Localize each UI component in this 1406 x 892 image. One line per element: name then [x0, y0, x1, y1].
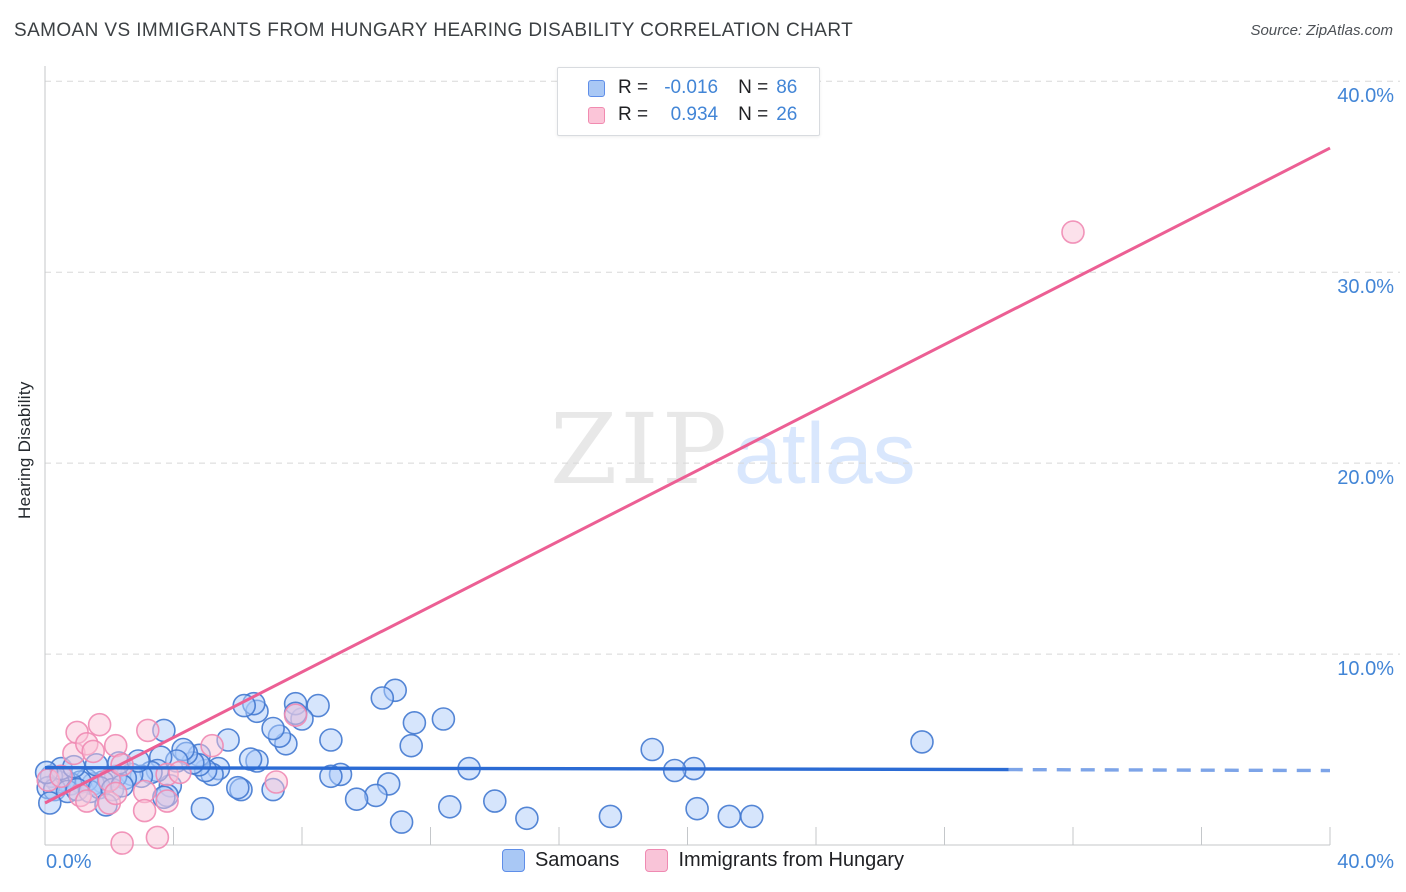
r-label: R = — [618, 104, 649, 125]
scatter-point-samoan — [389, 810, 414, 834]
scatter-point-hungary — [75, 789, 99, 813]
scatter-point-hungary — [81, 739, 105, 764]
scatter-point-hungary — [264, 770, 289, 794]
scatter-point-samoan — [319, 728, 343, 752]
scatter-point-hungary — [155, 789, 179, 813]
samoans-legend-swatch-icon — [501, 849, 525, 872]
trendline-samoans — [44, 765, 1009, 772]
x-axis-max-label: 40.0% — [1337, 851, 1394, 873]
samoans-swatch-icon — [588, 79, 605, 97]
scatter-point-samoan — [319, 764, 343, 789]
n-label: N = — [738, 104, 769, 125]
x-axis-min-label: 0.0% — [46, 851, 92, 873]
scatter-point-hungary — [1061, 220, 1085, 244]
scatter-point-samoan — [482, 789, 507, 813]
chart-legend: Samoans Immigrants from Hungary — [0, 849, 1406, 872]
scatter-point-samoan — [437, 794, 462, 819]
scatter-point-samoan — [431, 707, 456, 731]
legend-label-hungary: Immigrants from Hungary — [678, 849, 905, 871]
scatter-point-hungary — [132, 798, 157, 823]
scatter-point-hungary — [49, 764, 73, 789]
page-title: SAMOAN VS IMMIGRANTS FROM HUNGARY HEARIN… — [14, 20, 854, 41]
n-value-samoans: 86 — [776, 77, 798, 98]
y-tick-label-30: 30.0% — [1337, 276, 1394, 298]
r-label: R = — [618, 77, 649, 98]
source-attribution: Source: ZipAtlas.com — [1250, 22, 1393, 39]
scatter-point-hungary — [103, 781, 128, 806]
scatter-point-samoan — [598, 804, 623, 829]
scatter-point-samoan — [238, 747, 263, 771]
scatter-point-hungary — [168, 760, 192, 785]
correlation-stats-box: R = -0.016 N = 86 R = 0.934 N = 26 — [557, 67, 820, 136]
scatter-point-samoan — [370, 686, 395, 710]
scatter-point-samoan — [515, 806, 539, 831]
stats-row-samoans: R = -0.016 N = 86 — [588, 77, 807, 99]
r-value-hungary: 0.934 — [670, 104, 719, 125]
scatter-point-samoan — [344, 787, 369, 812]
scatter-point-hungary — [145, 825, 170, 850]
y-axis-label: Hearing Disability — [15, 381, 34, 519]
scatter-point-samoan — [261, 716, 285, 741]
scatter-point-samoan — [190, 796, 215, 821]
scatter-point-samoan — [910, 730, 934, 754]
legend-item-hungary: Immigrants from Hungary — [645, 849, 904, 872]
scatter-point-samoan — [399, 733, 424, 758]
scatter-point-hungary — [110, 831, 134, 855]
hungary-legend-swatch-icon — [645, 849, 669, 872]
y-tick-label-20: 20.0% — [1337, 467, 1394, 489]
stats-row-hungary: R = 0.934 N = 26 — [588, 104, 807, 126]
scatter-point-hungary — [200, 733, 224, 758]
legend-item-samoans: Samoans — [501, 849, 620, 872]
scatter-point-samoan — [640, 737, 665, 762]
n-label: N = — [738, 77, 769, 98]
scatter-point-samoan — [402, 710, 427, 735]
r-value-samoans: -0.016 — [664, 77, 719, 98]
scatter-point-hungary — [136, 718, 160, 743]
scatter-point-samoan — [685, 796, 709, 821]
scatter-point-samoan — [364, 783, 388, 808]
scatter-point-hungary — [87, 712, 112, 737]
scatter-point-hungary — [283, 703, 308, 728]
n-value-hungary: 26 — [776, 104, 798, 125]
trendline-samoans-extrapolated — [1008, 767, 1331, 773]
scatter-point-samoan — [226, 775, 250, 800]
legend-label-samoans: Samoans — [534, 849, 620, 871]
trendline-hungary — [44, 146, 1331, 805]
hungary-swatch-icon — [588, 106, 605, 124]
y-tick-label-40: 40.0% — [1337, 85, 1394, 107]
y-tick-label-10: 10.0% — [1337, 658, 1394, 680]
scatter-point-samoan — [739, 804, 764, 829]
scatter-point-samoan — [717, 804, 742, 829]
